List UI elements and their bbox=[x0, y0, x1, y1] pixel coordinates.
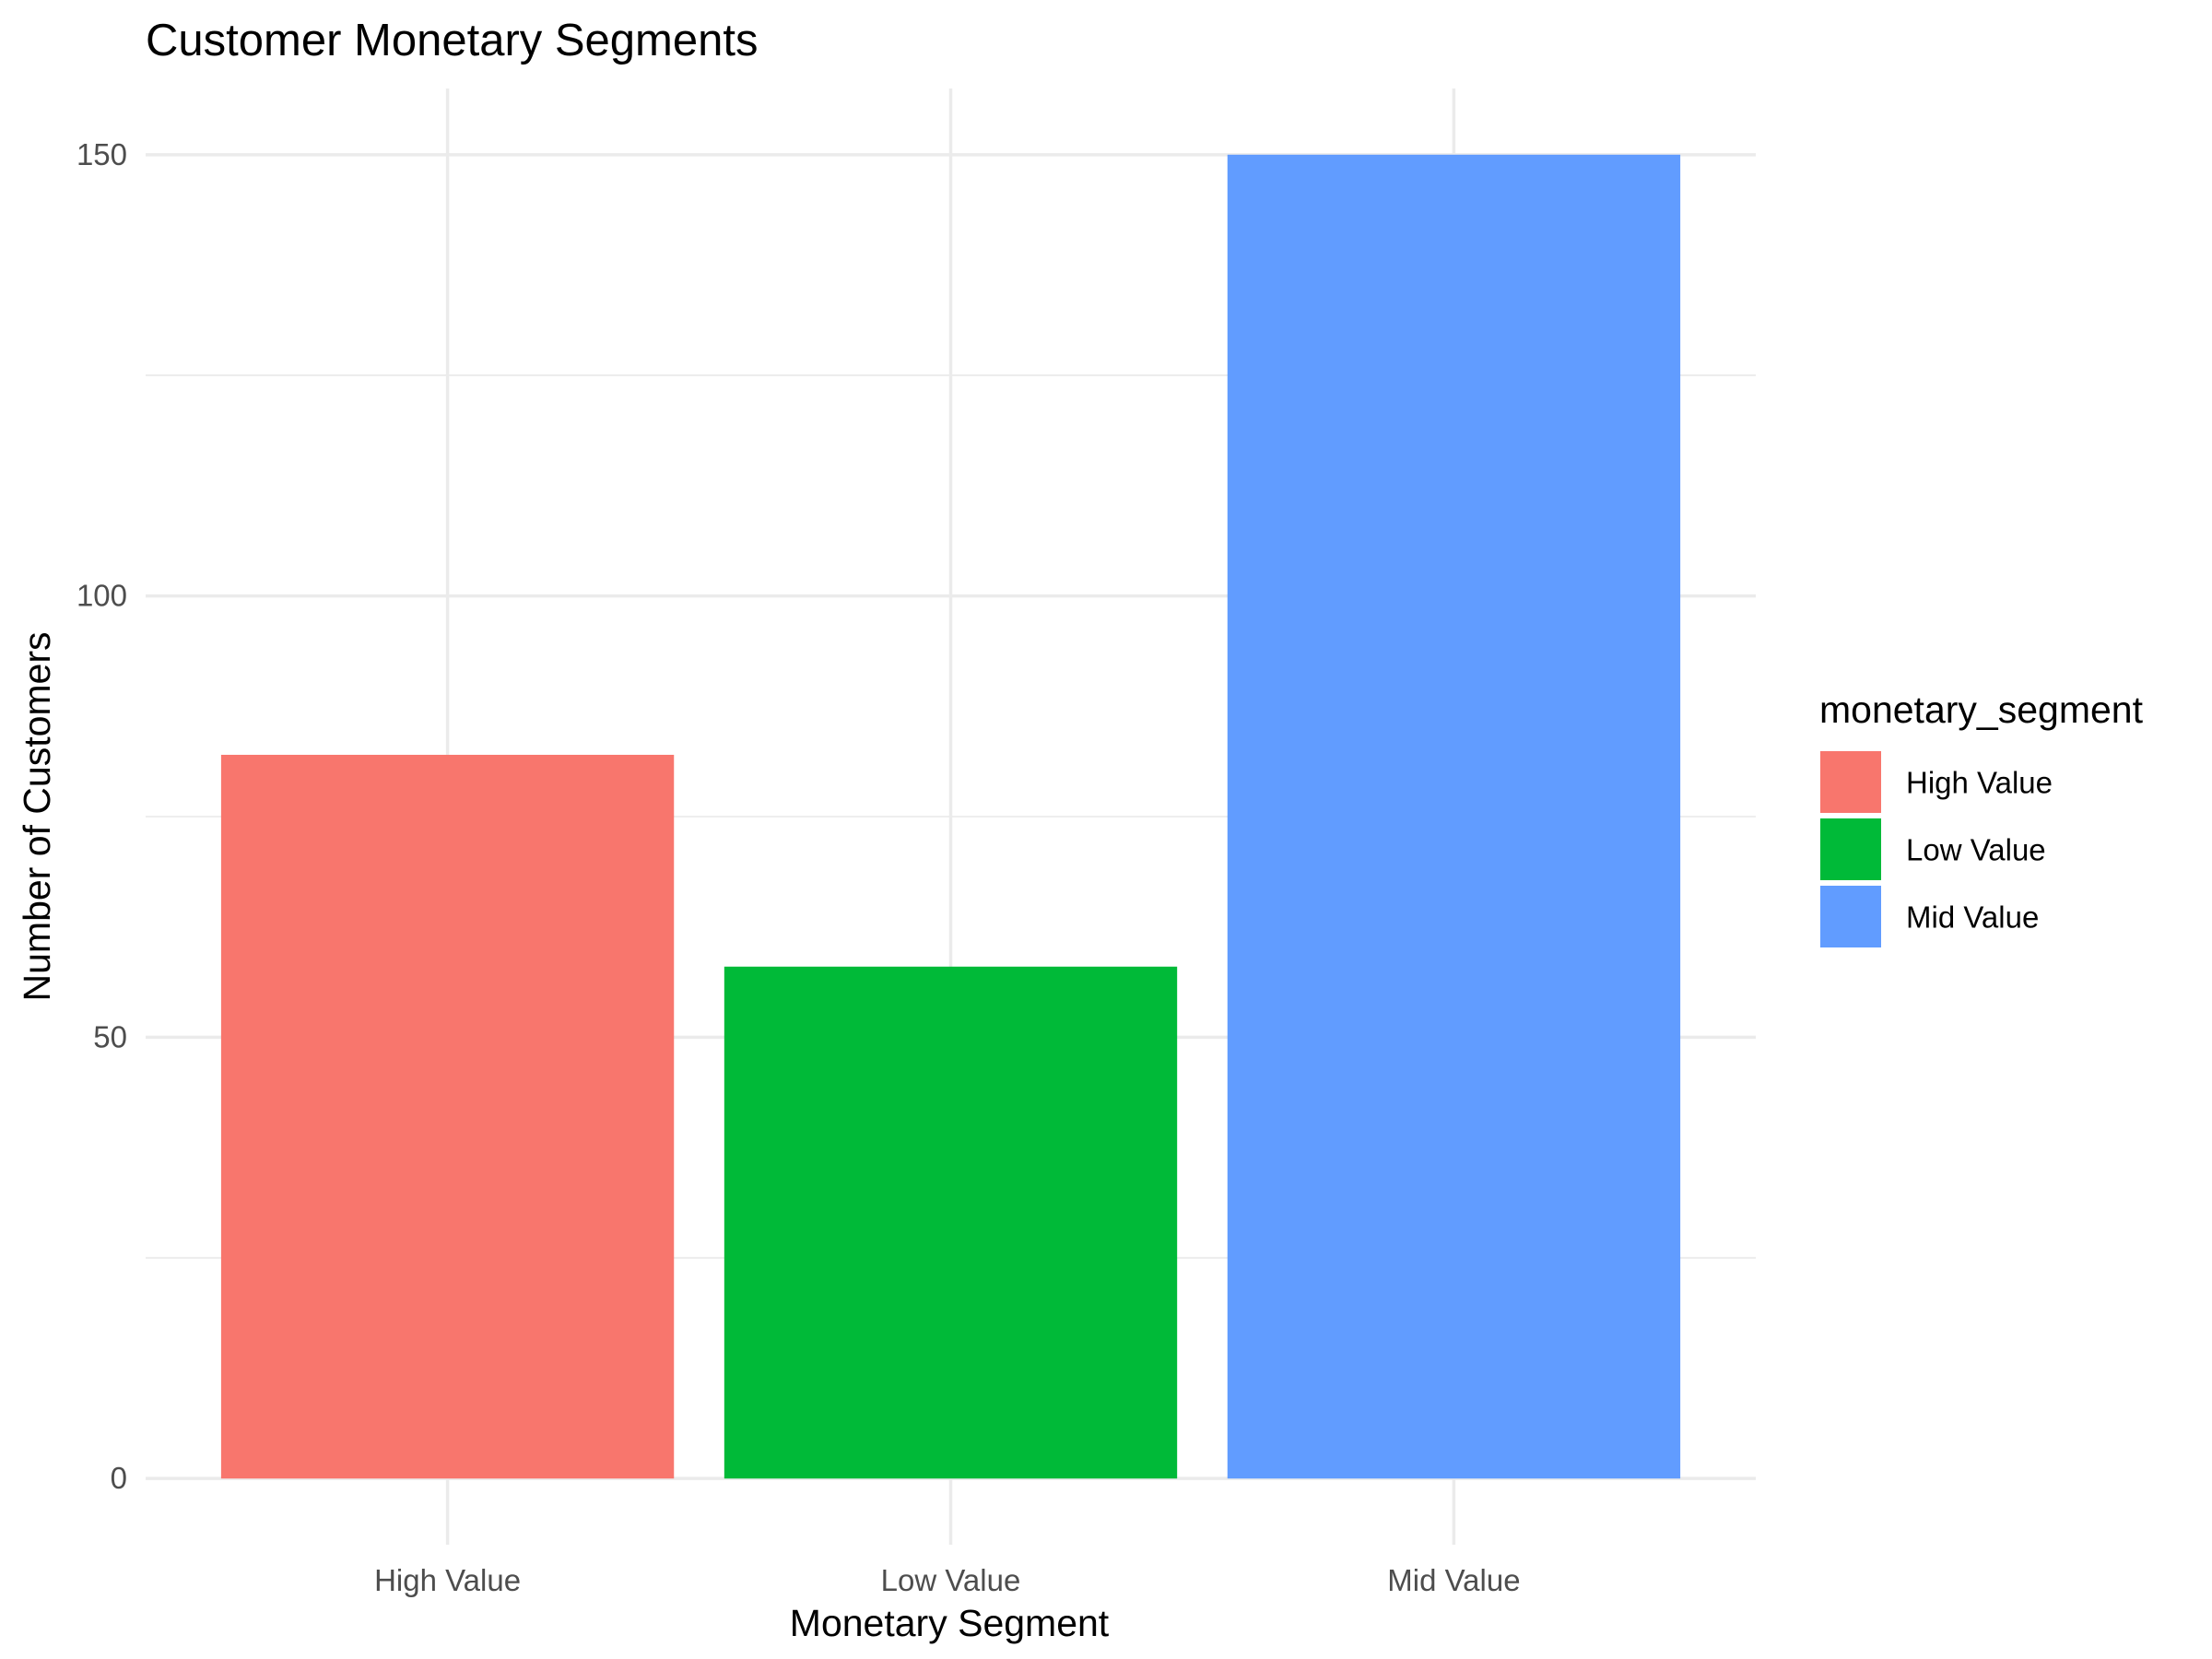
legend-key bbox=[1820, 818, 1881, 880]
legend-key bbox=[1820, 886, 1881, 947]
legend: monetary_segment High Value Low Value Mid … bbox=[1819, 688, 2144, 947]
legend-label: Mid Value bbox=[1906, 900, 2039, 935]
x-axis-ticks: High Value Low Value Mid Value bbox=[374, 1563, 1521, 1597]
x-tick-label: Low Value bbox=[881, 1563, 1021, 1597]
y-tick-label: 0 bbox=[111, 1461, 127, 1495]
y-tick-label: 100 bbox=[76, 579, 127, 613]
y-axis-title: Number of Customers bbox=[16, 631, 58, 1001]
chart-title: Customer Monetary Segments bbox=[146, 16, 759, 65]
bar-low-value bbox=[724, 966, 1178, 1479]
bar-high-value bbox=[220, 754, 675, 1479]
legend-label: Low Value bbox=[1906, 833, 2046, 867]
legend-title: monetary_segment bbox=[1819, 688, 2144, 731]
x-axis-title: Monetary Segment bbox=[790, 1602, 1110, 1644]
x-tick-label: High Value bbox=[374, 1563, 521, 1597]
legend-label: High Value bbox=[1906, 766, 2053, 800]
bars bbox=[220, 154, 1681, 1479]
legend-key bbox=[1820, 751, 1881, 813]
bar-mid-value bbox=[1227, 154, 1681, 1479]
y-axis-ticks: 0 50 100 150 bbox=[76, 137, 127, 1495]
y-tick-label: 50 bbox=[93, 1019, 127, 1053]
x-tick-label: Mid Value bbox=[1387, 1563, 1520, 1597]
y-tick-label: 150 bbox=[76, 137, 127, 171]
